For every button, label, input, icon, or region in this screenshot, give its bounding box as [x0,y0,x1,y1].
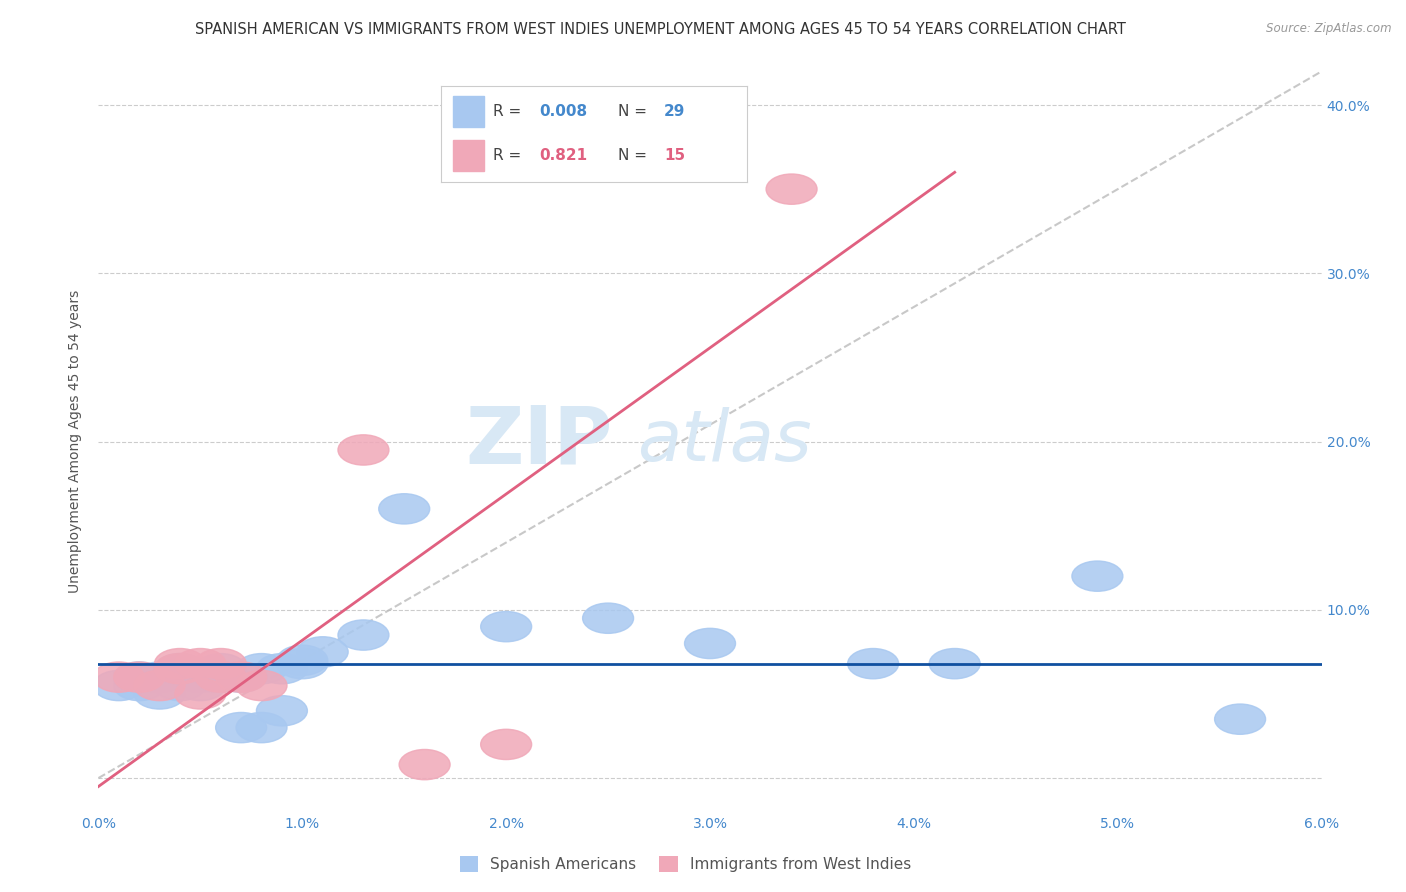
Text: Source: ZipAtlas.com: Source: ZipAtlas.com [1267,22,1392,36]
Ellipse shape [114,671,165,701]
Ellipse shape [277,645,328,675]
Legend: Spanish Americans, Immigrants from West Indies: Spanish Americans, Immigrants from West … [454,850,917,878]
Ellipse shape [236,671,287,701]
Ellipse shape [848,648,898,679]
Ellipse shape [277,648,328,679]
Ellipse shape [195,648,246,679]
Ellipse shape [174,648,226,679]
Y-axis label: Unemployment Among Ages 45 to 54 years: Unemployment Among Ages 45 to 54 years [69,290,83,593]
Ellipse shape [174,671,226,701]
Ellipse shape [236,654,287,684]
Ellipse shape [297,637,349,667]
Ellipse shape [134,662,186,692]
Ellipse shape [256,696,308,726]
Ellipse shape [174,662,226,692]
Ellipse shape [399,749,450,780]
Ellipse shape [93,671,145,701]
Ellipse shape [155,671,205,701]
Ellipse shape [337,434,389,465]
Ellipse shape [195,654,246,684]
Ellipse shape [215,662,267,692]
Ellipse shape [481,612,531,641]
Ellipse shape [236,713,287,743]
Ellipse shape [215,713,267,743]
Ellipse shape [195,662,246,692]
Ellipse shape [195,662,246,692]
Ellipse shape [685,628,735,658]
Ellipse shape [1071,561,1123,591]
Text: SPANISH AMERICAN VS IMMIGRANTS FROM WEST INDIES UNEMPLOYMENT AMONG AGES 45 TO 54: SPANISH AMERICAN VS IMMIGRANTS FROM WEST… [195,22,1126,37]
Ellipse shape [134,679,186,709]
Ellipse shape [337,620,389,650]
Ellipse shape [114,662,165,692]
Ellipse shape [114,662,165,692]
Ellipse shape [582,603,634,633]
Ellipse shape [174,679,226,709]
Ellipse shape [155,648,205,679]
Ellipse shape [929,648,980,679]
Ellipse shape [134,671,186,701]
Ellipse shape [93,662,145,692]
Ellipse shape [256,654,308,684]
Ellipse shape [378,493,430,524]
Ellipse shape [766,174,817,204]
Text: ZIP: ZIP [465,402,612,481]
Ellipse shape [215,662,267,692]
Ellipse shape [1215,704,1265,734]
Ellipse shape [155,654,205,684]
Text: atlas: atlas [637,407,811,476]
Ellipse shape [481,730,531,760]
Ellipse shape [155,654,205,684]
